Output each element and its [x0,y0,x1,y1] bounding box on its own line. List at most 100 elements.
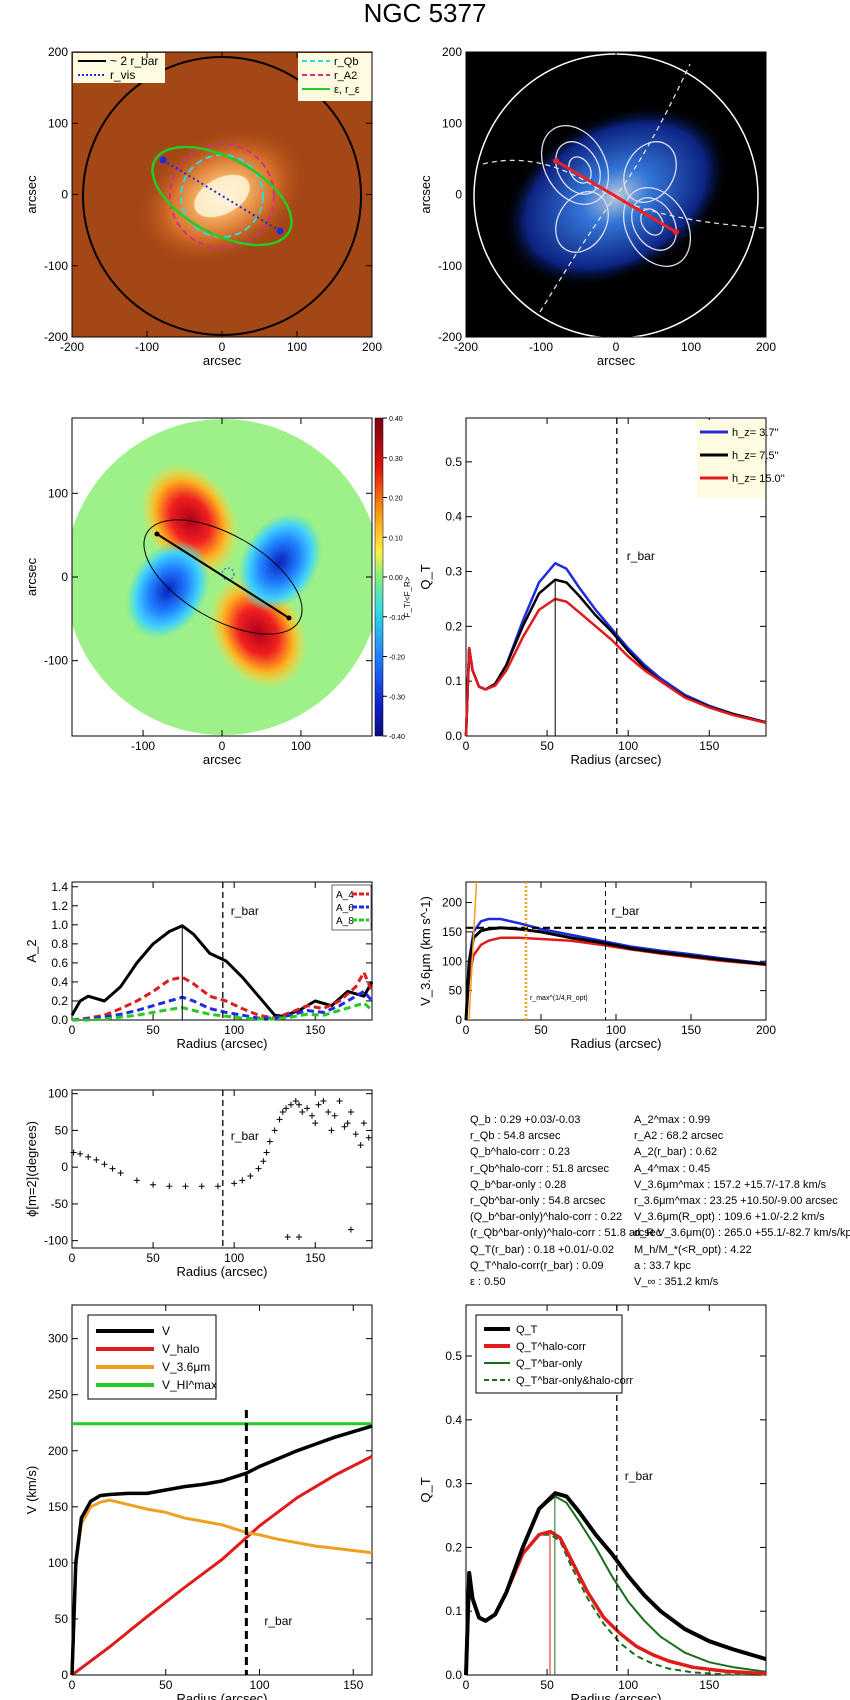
y-tick-label: 0.2 [51,994,68,1008]
axes-frame [465,1304,767,1676]
colorbar-tick-label: -0.30 [389,694,405,701]
legend-epsilon: ε, r_ε [334,84,360,96]
y-tick-label: 150 [442,925,462,939]
legend-label: h_z= 15.0'' [732,473,785,485]
y-tick-label: 0.1 [445,1604,462,1618]
stat-mass-ratio: M_h/M_*(<R_opt) : 4.22 [634,1243,752,1256]
slope-line [468,881,478,1021]
x-tick-label: 0 [219,340,226,354]
x-tick-label: 50 [159,1678,173,1692]
x-tick-label: -100 [529,340,553,354]
phase-point [166,1183,173,1190]
y-tick-label: 150 [48,1500,68,1514]
y-axis-label: Q_T [418,1477,433,1502]
y-tick-label: 0.4 [445,510,462,524]
rbar-label: r_bar [612,904,640,918]
series-vhalo [71,1455,373,1677]
y-tick-label: 100 [48,486,68,500]
stat-v-ropt: V_3.6μm(R_opt) : 109.6 +1.0/-2.2 km/s [634,1211,825,1224]
x-tick-label: 200 [756,340,776,354]
series-line [464,578,767,737]
series-qt-bar-only-halo [465,1533,767,1676]
y-tick-label: 200 [442,45,462,59]
legend-label: A_4 [336,890,354,901]
legend-label: h_z= 3.7'' [732,427,779,439]
y-tick-label: 0.0 [51,1013,68,1027]
phase-point [341,1123,348,1130]
x-tick-label: 100 [618,739,638,753]
y-tick-label: 200 [48,45,68,59]
phase-point [271,1127,278,1134]
y-tick-label: -200 [44,330,68,344]
legend-label: V_3.6μm [162,1360,210,1374]
stat-rqb-bar-only-halo: (r_Qb^bar-only)^halo-corr : 51.8 arcsec [470,1227,662,1240]
y-tick-label: 0.5 [445,1349,462,1363]
phase-point [77,1150,84,1157]
x-tick-label: 200 [362,340,382,354]
series-a4 [71,970,374,1022]
phase-point [299,1109,306,1116]
x-axis-label: Radius (arcsec) [176,1036,267,1051]
phase-point [325,1109,332,1116]
stat-qb-bar-only: Q_b^bar-only : 0.28 [470,1178,567,1191]
y-axis-label: arcsec [24,175,39,214]
x-tick-label: 100 [224,1251,244,1265]
phase-point [328,1127,335,1134]
x-tick-label: 100 [287,340,307,354]
y-axis-label: Q_T [418,564,433,589]
colorbar-tick-label: -0.20 [389,655,405,662]
y-axis-label: A_2 [24,939,39,962]
phase-point [247,1172,254,1179]
y-tick-label: 0.0 [445,1668,462,1682]
x-tick-label: 50 [540,1678,554,1692]
phase-point [315,1101,322,1108]
phase-point [231,1180,238,1187]
phase-point [214,1183,221,1190]
rbar-label: r_bar [264,1614,292,1628]
y-tick-label: 0.5 [445,455,462,469]
stat-a2max: A_2^max : 0.99 [634,1114,711,1126]
y-tick-label: 1.2 [51,899,68,913]
panel-image-3p6: ~ 2 r_bar r_vis r_Qb r_A2 ε, r_ε [71,51,373,338]
stat-a: a : 33.7 kpc [634,1259,691,1272]
y-tick-label: 1.4 [51,880,68,894]
phase-point [150,1181,157,1188]
phase-point [296,1233,303,1240]
colorbar-tick-label: 0.40 [389,416,403,423]
series-a2 [70,924,374,1018]
torque-contours [540,125,692,267]
x-axis-label: Radius (arcsec) [176,1691,267,1700]
legend-box [331,884,372,931]
phase-point [360,1120,367,1127]
chart-qt-hz: 0 50 100 150 0.0 0.1 0.2 0.3 0.4 0.5 Radius (arcse… [418,417,785,767]
legend-label: A_8 [336,916,354,927]
phase-point [283,1105,290,1112]
rbar-label: r_bar [231,904,259,918]
x-tick-label: 100 [224,1023,244,1037]
legend-label: V_halo [162,1342,200,1356]
y-tick-label: 100 [442,954,462,968]
phase-point [347,1226,354,1233]
blue-lobe-1 [126,541,210,639]
y-axis-label: V_3.6μm (km s^-1) [418,896,433,1006]
legend-label: Q_T^halo-corr [516,1341,586,1353]
x-axis-label: arcsec [203,353,242,368]
x-tick-label: 0 [69,1251,76,1265]
phase-point [296,1101,303,1108]
x-tick-label: 0 [463,739,470,753]
x-tick-label: 150 [699,1678,719,1692]
y-tick-label: -200 [438,330,462,344]
legend-rvis: r_vis [110,68,135,82]
x-tick-label: 0 [69,1678,76,1692]
chart-rotation-curve: 0 50 100 150 200 0 50 100 150 200 Radius (arcsec) V… [418,881,776,1051]
legend-label: A_6 [336,903,354,914]
y-tick-label: 200 [442,896,462,910]
x-tick-label: 0 [463,1678,470,1692]
phase-point [292,1098,299,1105]
y-tick-label: -100 [438,259,462,273]
y-tick-label: 200 [48,1444,68,1458]
phase-point [117,1170,124,1177]
panel-force-map: F_T/<F_R> [71,417,412,737]
y-axis-label: ϕ[m=2](degrees) [24,1121,39,1217]
